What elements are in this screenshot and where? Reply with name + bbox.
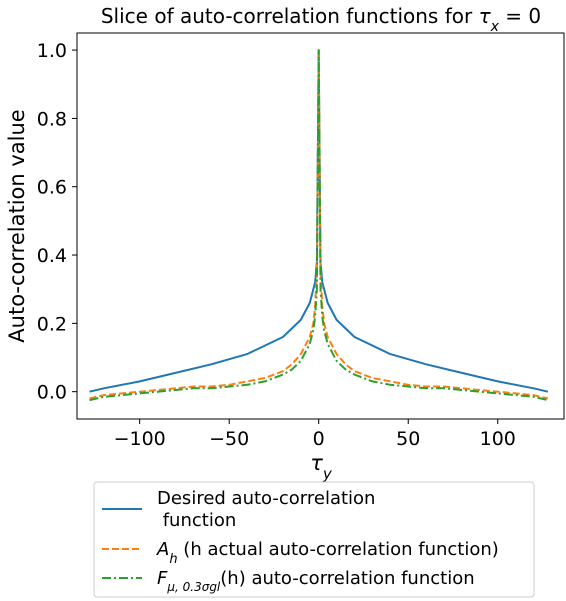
x-tick-label: 50 (396, 428, 420, 450)
chart-title-text: Slice of auto-correlation functions for (101, 4, 479, 28)
series-line-1 (89, 49, 549, 400)
legend-label-actual: Ah (h actual auto-correlation function) (156, 539, 499, 567)
legend-label-desired-line2: function (157, 510, 236, 531)
legend: Desired auto-correlation function Ah (h … (93, 481, 535, 598)
legend-f-rest: (h) auto-correlation function (220, 568, 474, 589)
legend-f-sub: μ, 0.3σgl (166, 580, 221, 594)
x-axis-label-tau: τ (310, 451, 323, 475)
legend-f-prefix: F (157, 568, 168, 589)
legend-actual-sub: h (169, 552, 177, 567)
x-axis-label: τy (310, 451, 333, 483)
x-tick-label: 0 (313, 428, 325, 450)
plot-frame (76, 32, 565, 420)
chart-title: Slice of auto-correlation functions for … (101, 4, 541, 35)
y-tick-label: 0.2 (37, 313, 67, 335)
y-tick-label: 1.0 (37, 40, 67, 62)
y-tick-label: 0.6 (37, 177, 67, 199)
y-tick-label: 0.0 (37, 382, 67, 404)
x-axis-ticks: −100 −50 0 50 100 (114, 419, 516, 450)
legend-label-f: Fμ, 0.3σgl(h) auto-correlation function (157, 568, 475, 594)
y-axis-label: Auto-correlation value (5, 109, 29, 342)
y-tick-label: 0.4 (37, 245, 67, 267)
legend-box (93, 481, 535, 598)
x-axis-label-sub: y (322, 465, 333, 483)
chart-title-tail: = 0 (499, 4, 541, 28)
legend-label-desired-line1: Desired auto-correlation (157, 488, 375, 509)
legend-actual-rest: (h actual auto-correlation function) (178, 539, 499, 560)
chart-title-tau: τ (479, 4, 492, 28)
x-tick-label: −50 (209, 428, 249, 450)
x-tick-label: 100 (480, 428, 516, 450)
chart-title-sub: x (490, 19, 500, 35)
y-tick-label: 0.8 (37, 108, 67, 130)
legend-actual-prefix: A (156, 539, 169, 560)
series-line-2 (89, 49, 549, 402)
series-layer (89, 49, 549, 402)
y-axis-ticks: 0.0 0.2 0.4 0.6 0.8 1.0 (37, 40, 77, 404)
x-tick-label: −100 (114, 428, 166, 450)
